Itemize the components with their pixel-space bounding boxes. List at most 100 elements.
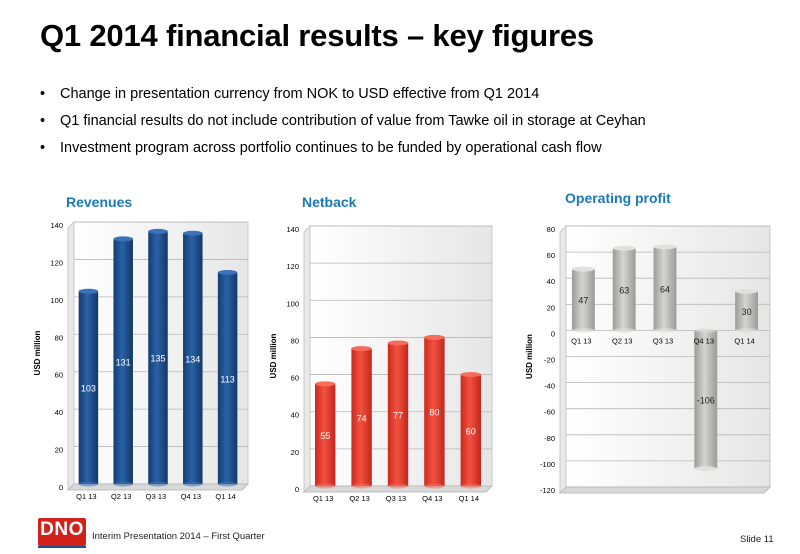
bullet-dot: •: [40, 86, 46, 102]
bullet-item: • Q1 financial results do not include con…: [38, 113, 646, 140]
netback-bar-cap: [351, 346, 372, 352]
netback-bar: [387, 343, 409, 486]
netback-y-tick-label: 120: [286, 262, 299, 271]
netback-chart-title: Netback: [302, 194, 357, 210]
operating-profit-bar-cap: [571, 266, 595, 272]
netback-x-tick-label: Q2 13: [349, 494, 369, 503]
revenues-bar-base: [78, 481, 99, 487]
operating-profit-y-tick-label: -80: [544, 434, 555, 443]
revenues-bar: [148, 231, 168, 484]
revenues-side-wall: [67, 220, 75, 492]
revenues-data-label: 134: [185, 355, 200, 365]
operating-profit-bar-cap: [735, 288, 759, 294]
netback-bar: [460, 374, 481, 486]
netback-bar-cap: [315, 381, 336, 387]
revenues-chart-title: Revenues: [66, 194, 133, 210]
revenues-bar-base: [217, 481, 238, 487]
netback-bar-cap: [424, 334, 445, 340]
netback-x-tick-label: Q1 14: [459, 494, 479, 503]
revenues-y-tick-label: 40: [55, 408, 63, 417]
netback-bar-base: [315, 483, 336, 489]
operating-profit-x-tick-label: Q4 13: [694, 336, 714, 345]
revenues-bar-cap: [217, 270, 238, 276]
operating-profit-y-tick-label: -100: [540, 460, 555, 469]
revenues-y-tick-label: 80: [55, 333, 63, 342]
operating-profit-y-tick-label: 80: [547, 225, 555, 234]
dno-logo: DNO: [38, 518, 86, 546]
operating-profit-y-axis-label: USD million: [525, 334, 534, 379]
netback-y-tick-label: 0: [295, 485, 299, 494]
netback-data-label: 60: [466, 426, 476, 436]
bullet-dot: •: [40, 140, 46, 156]
revenues-bar-base: [148, 481, 168, 487]
operating-profit-bar-base: [735, 327, 759, 333]
revenues-y-tick-label: 120: [50, 258, 63, 267]
operating-profit-chart-title: Operating profit: [565, 190, 671, 206]
revenues-bar-base: [183, 481, 203, 487]
operating-profit-x-tick-label: Q1 14: [734, 336, 754, 345]
operating-profit-bar-base: [571, 327, 595, 333]
netback-bar: [315, 383, 336, 486]
netback-data-label: 77: [393, 411, 403, 421]
revenues-y-tick-label: 60: [55, 371, 63, 380]
operating-profit-bar-cap: [694, 466, 718, 472]
operating-profit-data-label: 30: [742, 307, 752, 317]
operating-profit-bar-cap: [653, 244, 677, 250]
operating-profit-bar-cap: [612, 245, 636, 251]
netback-y-axis-label: USD million: [269, 333, 278, 378]
netback-x-tick-label: Q3 13: [386, 494, 406, 503]
netback-data-label: 80: [429, 408, 439, 418]
operating-profit-bar: [571, 269, 595, 331]
revenues-x-tick-label: Q3 13: [146, 492, 166, 501]
operating-profit-bar: [653, 246, 677, 331]
operating-profit-y-tick-label: -60: [544, 408, 555, 417]
revenues-data-label: 103: [81, 384, 96, 394]
operating-profit-x-tick-label: Q2 13: [612, 336, 632, 345]
operating-profit-bar: [694, 330, 718, 469]
operating-profit-data-label: 47: [578, 296, 588, 306]
netback-y-tick-label: 80: [291, 336, 299, 345]
revenues-y-tick-label: 0: [59, 483, 63, 492]
netback-bar: [351, 348, 372, 486]
revenues-bar: [113, 238, 133, 484]
footer-presentation-title: Interim Presentation 2014 – First Quarte…: [92, 531, 265, 542]
operating-profit-data-label: 64: [660, 285, 670, 295]
netback-bar-cap: [460, 372, 481, 378]
netback-bar-base: [424, 483, 445, 489]
netback-data-label: 74: [357, 413, 367, 423]
netback-bar: [424, 337, 445, 486]
revenues-bar-cap: [78, 288, 99, 294]
netback-bar-cap: [387, 340, 409, 346]
revenues-bar-cap: [183, 230, 203, 236]
revenues-y-tick-label: 100: [50, 296, 63, 305]
revenues-y-tick-label: 140: [50, 221, 63, 230]
operating-profit-y-tick-label: 40: [547, 277, 555, 286]
revenues-bar: [183, 233, 203, 484]
operating-profit-y-tick-label: -120: [540, 486, 555, 495]
revenues-data-label: 135: [150, 354, 165, 364]
revenues-data-label: 113: [220, 374, 234, 384]
revenues-bar: [78, 291, 99, 484]
operating-profit-bar: [612, 248, 636, 331]
operating-profit-y-tick-label: -20: [544, 356, 555, 365]
bullet-item: • Change in presentation currency from NO…: [38, 86, 646, 113]
netback-bar-base: [351, 483, 372, 489]
revenues-x-tick-label: Q2 13: [111, 492, 131, 501]
slide-number: Slide 11: [740, 534, 774, 545]
revenues-x-tick-label: Q4 13: [181, 492, 201, 501]
netback-bar-base: [387, 483, 409, 489]
operating-profit-bar-base: [653, 327, 677, 333]
operating-profit-data-label: -106: [697, 396, 715, 406]
revenues-bar-cap: [148, 228, 168, 234]
netback-y-tick-label: 40: [291, 411, 299, 420]
revenues-bar-cap: [113, 236, 133, 242]
netback-y-tick-label: 100: [286, 299, 299, 308]
revenues-bar: [217, 272, 238, 484]
operating-profit-data-label: 63: [619, 285, 629, 295]
bullet-text: Investment program across portfolio cont…: [60, 140, 602, 156]
slide-title: Q1 2014 financial results – key figures: [40, 18, 594, 53]
bullet-text: Q1 financial results do not include cont…: [60, 113, 646, 129]
operating-profit-side-wall: [559, 224, 567, 495]
operating-profit-bar-base: [612, 327, 636, 333]
